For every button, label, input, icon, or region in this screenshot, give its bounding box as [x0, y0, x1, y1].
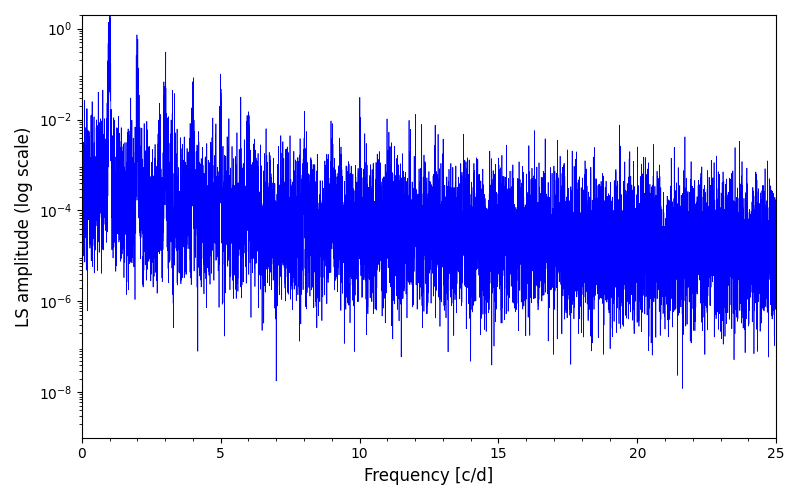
Y-axis label: LS amplitude (log scale): LS amplitude (log scale)	[15, 126, 33, 326]
X-axis label: Frequency [c/d]: Frequency [c/d]	[364, 467, 494, 485]
